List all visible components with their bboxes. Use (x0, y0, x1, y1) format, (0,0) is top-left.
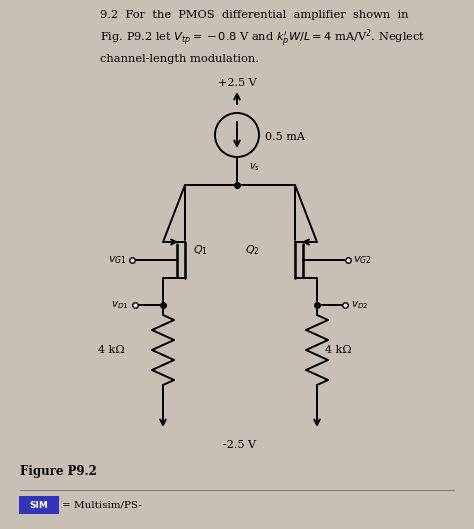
Text: $v_s$: $v_s$ (249, 161, 260, 173)
Text: $Q_2$: $Q_2$ (245, 243, 260, 257)
Text: 9.2  For  the  PMOS  differential  amplifier  shown  in
Fig. P9.2 let $V_{tp} = : 9.2 For the PMOS differential amplifier … (100, 10, 425, 64)
Text: 4 kΩ: 4 kΩ (99, 345, 125, 355)
Text: 0.5 mA: 0.5 mA (265, 132, 305, 142)
Text: 4 kΩ: 4 kΩ (325, 345, 352, 355)
Text: $v_{D1}$: $v_{D1}$ (111, 299, 129, 311)
Text: = Multisim/PS-: = Multisim/PS- (62, 500, 142, 509)
Text: -2.5 V: -2.5 V (224, 440, 256, 450)
Text: $v_{G1}$: $v_{G1}$ (108, 254, 127, 266)
Text: $Q_1$: $Q_1$ (193, 243, 208, 257)
FancyBboxPatch shape (19, 496, 59, 514)
Text: SIM: SIM (29, 500, 48, 509)
Text: Figure P9.2: Figure P9.2 (20, 465, 97, 478)
Text: $v_{D2}$: $v_{D2}$ (351, 299, 369, 311)
Text: +2.5 V: +2.5 V (218, 78, 256, 88)
Text: $v_{G2}$: $v_{G2}$ (353, 254, 372, 266)
